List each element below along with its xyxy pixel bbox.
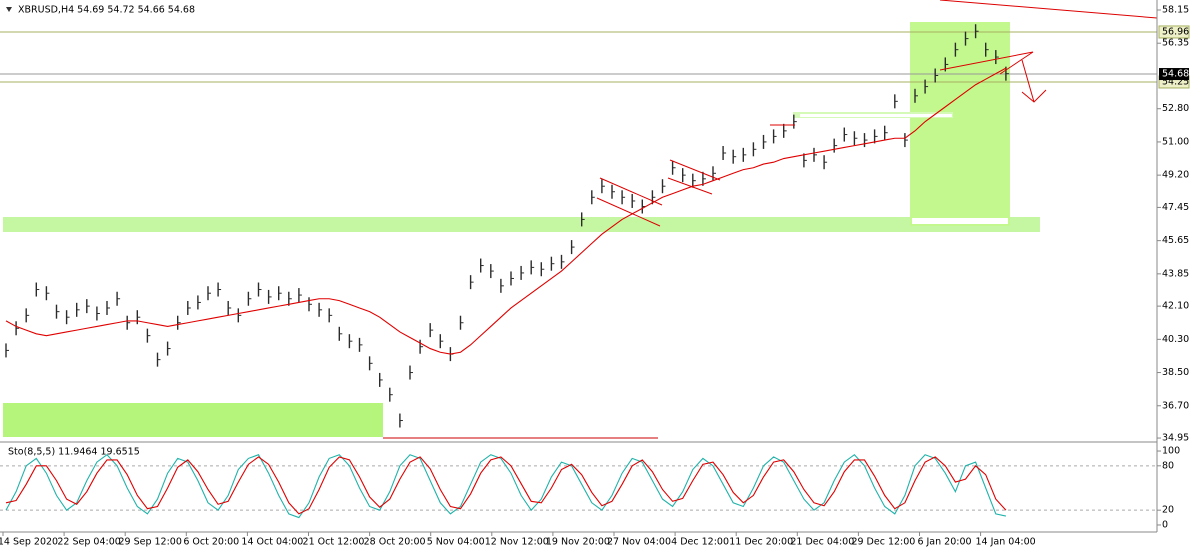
arrow [1021, 59, 1035, 103]
stochastic-panel: 100 80 20 0 [0, 446, 1180, 530]
y-tick-label: 51.00 [1162, 136, 1189, 147]
trend-line [999, 51, 1034, 75]
x-tick-label: 6 Oct 20:00 [183, 537, 239, 548]
y-tick-label: 40.30 [1162, 334, 1189, 345]
current-price-label: 54.68 [1162, 69, 1189, 80]
x-tick-label: 29 Dec 12:00 [851, 537, 915, 548]
x-tick-label: 21 Oct 12:00 [303, 537, 365, 548]
level-label: 54.25 [1162, 76, 1189, 87]
y-tick-label: 34.95 [1162, 433, 1189, 444]
trend-line [596, 197, 661, 227]
x-tick-label: 21 Dec 04:00 [790, 537, 854, 548]
zone [910, 22, 1010, 226]
zone [3, 217, 1040, 232]
arrow-head [1021, 89, 1047, 103]
x-tick-label: 5 Nov 04:00 [427, 537, 485, 548]
zone-strip [800, 114, 952, 117]
y-tick-label: 56.35 [1162, 38, 1189, 49]
oscillator-line [5, 453, 1007, 519]
y-tick-label: 49.20 [1162, 170, 1189, 181]
level-label-box [1158, 25, 1190, 39]
y-tick-label: 45.65 [1162, 235, 1189, 246]
zone [3, 403, 383, 437]
drawings [596, 0, 1158, 227]
zone-strip [912, 218, 1008, 224]
x-tick-label: 6 Jan 20:00 [917, 537, 971, 548]
trend-line [669, 159, 721, 181]
main-panel: 58.15 56.35 52.80 51.00 49.20 47.45 45.65 43.85… [0, 5, 1190, 444]
x-tick-label: 28 Oct 20:00 [364, 537, 426, 548]
x-tick-label: 4 Dec 12:00 [671, 537, 729, 548]
y-tick-label: 100 [1162, 446, 1180, 457]
x-tick-label: 29 Sep 12:00 [118, 537, 181, 548]
trend-line [599, 177, 663, 206]
x-tick-label: 14 Oct 04:00 [241, 537, 303, 548]
trend-line [939, 0, 1158, 19]
menu-icon [6, 7, 12, 12]
y-tick-label: 20 [1162, 505, 1174, 516]
indicator-title: Sto(8,5,5) 11.9464 19.6515 [8, 447, 140, 458]
y-tick-label: 42.10 [1162, 301, 1189, 312]
trend-line [939, 51, 1034, 71]
x-tick-label: 27 Nov 04:00 [607, 537, 671, 548]
y-tick-label: 58.15 [1162, 5, 1189, 16]
x-tick-label: 14 Jan 04:00 [976, 537, 1036, 548]
current-price-box [1159, 68, 1189, 81]
y-tick-label: 43.85 [1162, 268, 1189, 279]
oscillator-line [5, 456, 1007, 515]
y-tick-label: 47.45 [1162, 202, 1189, 213]
chart-title: XBRUSD,H4 54.69 54.72 54.66 54.68 [18, 5, 195, 16]
y-tick-label: 38.50 [1162, 367, 1189, 378]
x-tick-label: 12 Nov 12:00 [485, 537, 549, 548]
moving-average [5, 67, 1007, 355]
x-tick-label: 22 Sep 04:00 [57, 537, 120, 548]
x-tick-label: 11 Dec 20:00 [729, 537, 793, 548]
x-tick-label: 14 Sep 2020 [0, 537, 58, 548]
y-tick-label: 80 [1162, 460, 1174, 471]
y-tick-label: 52.80 [1162, 103, 1189, 114]
level-label: 56.96 [1162, 26, 1189, 37]
trend-line [667, 177, 713, 195]
y-tick-label: 36.70 [1162, 400, 1189, 411]
x-tick-label: 19 Nov 20:00 [546, 537, 610, 548]
y-tick-label: 0 [1162, 519, 1168, 530]
